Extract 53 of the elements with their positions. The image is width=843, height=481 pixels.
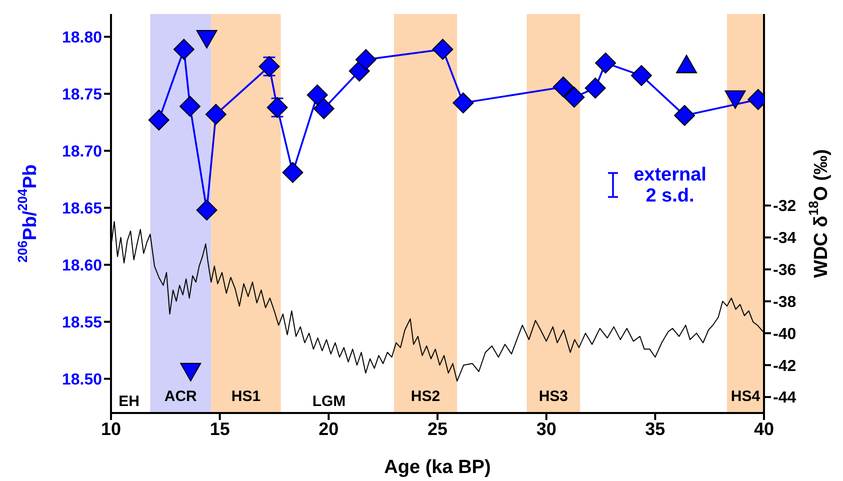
band-label: ACR bbox=[164, 388, 198, 405]
band-label: HS2 bbox=[410, 388, 440, 405]
point bbox=[258, 56, 280, 77]
annotation: external 2 s.d. bbox=[634, 164, 706, 206]
point bbox=[196, 30, 218, 48]
point bbox=[266, 96, 288, 118]
x-axis-title: Age (ka BP) bbox=[384, 457, 491, 478]
point bbox=[552, 76, 574, 98]
point bbox=[306, 84, 328, 106]
point bbox=[432, 38, 454, 60]
point bbox=[630, 65, 652, 86]
y-tick-label: 18.80 bbox=[62, 29, 102, 46]
point bbox=[205, 104, 226, 125]
y-tick-label: 18.60 bbox=[62, 257, 102, 274]
x-tick-label: 20 bbox=[318, 418, 339, 439]
y-tick-label: 18.55 bbox=[62, 314, 102, 332]
point bbox=[180, 362, 202, 382]
x-tick-label: 15 bbox=[210, 418, 230, 439]
point bbox=[564, 86, 585, 108]
point bbox=[595, 52, 616, 74]
annotation: LGM bbox=[312, 392, 346, 410]
point bbox=[724, 90, 746, 109]
point bbox=[196, 200, 218, 221]
y2-tick-label: -32 bbox=[773, 198, 796, 216]
y2-tick-label: -42 bbox=[773, 358, 796, 375]
point bbox=[674, 104, 696, 126]
y2-tick-label: -40 bbox=[773, 326, 796, 343]
x-tick-label: 25 bbox=[427, 418, 448, 439]
band-label: HS1 bbox=[231, 388, 261, 405]
x-tick-label: 35 bbox=[645, 418, 666, 439]
point bbox=[180, 96, 201, 117]
y-tick-label: 18.75 bbox=[62, 86, 102, 104]
annotation: EH bbox=[118, 392, 140, 410]
x-tick-label: 30 bbox=[536, 418, 556, 439]
point bbox=[584, 78, 606, 99]
point bbox=[313, 98, 334, 120]
point bbox=[676, 54, 698, 74]
band-label: HS4 bbox=[730, 388, 761, 405]
x-tick-label: 10 bbox=[100, 418, 122, 439]
point bbox=[173, 38, 194, 60]
point bbox=[452, 92, 474, 114]
point bbox=[148, 110, 170, 131]
point bbox=[355, 49, 376, 70]
point bbox=[282, 162, 304, 183]
y2-tick-label: -34 bbox=[773, 230, 796, 248]
band-label: HS3 bbox=[538, 388, 568, 405]
y2-tick-label: -44 bbox=[773, 390, 796, 407]
y2-tick-label: -36 bbox=[773, 262, 796, 280]
x-tick-label: 40 bbox=[754, 418, 774, 439]
y-tick-label: 18.70 bbox=[62, 143, 102, 160]
y-tick-label: 18.65 bbox=[62, 200, 102, 218]
y-tick-label: 18.50 bbox=[62, 371, 102, 388]
y2-tick-label: -38 bbox=[773, 294, 796, 311]
